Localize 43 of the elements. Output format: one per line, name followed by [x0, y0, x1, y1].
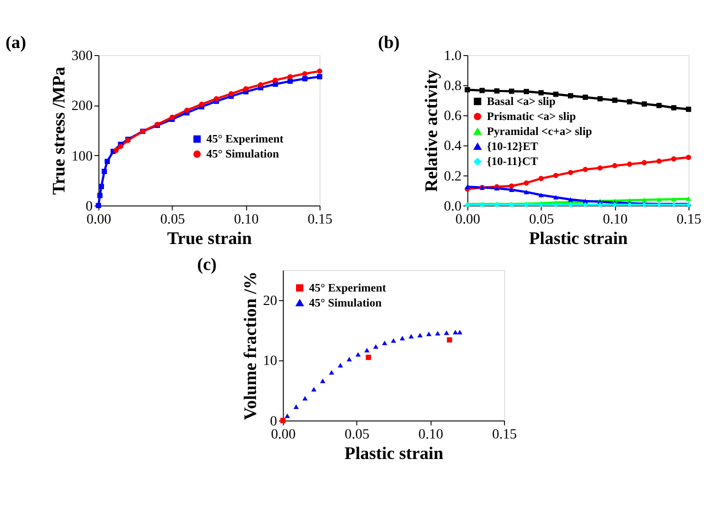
x-tick-label: 0.15 — [676, 212, 702, 228]
x-tick-label: 0.15 — [492, 426, 517, 443]
x-tick-label: 0.10 — [418, 426, 444, 443]
legend-label: 45° Experiment — [308, 282, 386, 294]
y-axis-title: True stress /MPa — [48, 66, 68, 195]
legend-label: Pyramidal <c+a> slip — [486, 126, 592, 138]
legend-label: Prismatic <a> slip — [486, 111, 576, 124]
x-tick-label: 0.00 — [455, 212, 480, 228]
legend-label: {10-11}CT — [486, 156, 538, 168]
chart-title: (c) — [197, 254, 217, 274]
x-tick-label: 0.10 — [234, 212, 259, 228]
legend-label: 45° Experiment — [206, 134, 284, 146]
x-axis-title: Plastic strain — [344, 443, 444, 464]
y-tick-label: 100 — [71, 148, 93, 164]
chart-title: (b) — [378, 32, 400, 52]
x-tick-label: 0.05 — [344, 426, 370, 443]
x-tick-label: 0.00 — [86, 212, 112, 228]
y-tick-label: 1.0 — [444, 48, 462, 64]
y-tick-label: 0 — [270, 413, 278, 430]
y-axis-title: Relative activity — [420, 69, 441, 192]
y-tick-label: 0.6 — [444, 108, 462, 124]
y-tick-label: 0.8 — [444, 78, 462, 94]
y-tick-label: 0.2 — [444, 168, 462, 184]
y-tick-label: 0.0 — [444, 198, 462, 214]
legend-label: Basal <a> slip — [486, 96, 556, 108]
x-tick-label: 0.05 — [529, 212, 554, 228]
y-tick-label: 10 — [262, 353, 278, 370]
x-tick-label: 0.05 — [160, 212, 185, 228]
y-tick-label: 0 — [86, 198, 93, 214]
x-tick-label: 0.10 — [602, 212, 628, 228]
x-axis-title: True strain — [167, 228, 252, 248]
y-tick-label: 20 — [262, 293, 278, 310]
legend-label: {10-12}ET — [486, 141, 538, 154]
x-tick-label: 0.00 — [270, 426, 296, 443]
x-axis-title: Plastic strain — [529, 228, 628, 248]
chart-title: (a) — [6, 32, 26, 52]
y-tick-label: 0.4 — [444, 138, 462, 154]
y-tick-label: 200 — [71, 98, 93, 114]
legend-label: 45° Simulation — [308, 297, 382, 310]
y-axis-title: Volume fraction /% — [240, 271, 260, 420]
legend-label: 45° Simulation — [206, 148, 280, 161]
y-tick-label: 300 — [71, 48, 93, 64]
x-tick-label: 0.15 — [308, 212, 332, 228]
